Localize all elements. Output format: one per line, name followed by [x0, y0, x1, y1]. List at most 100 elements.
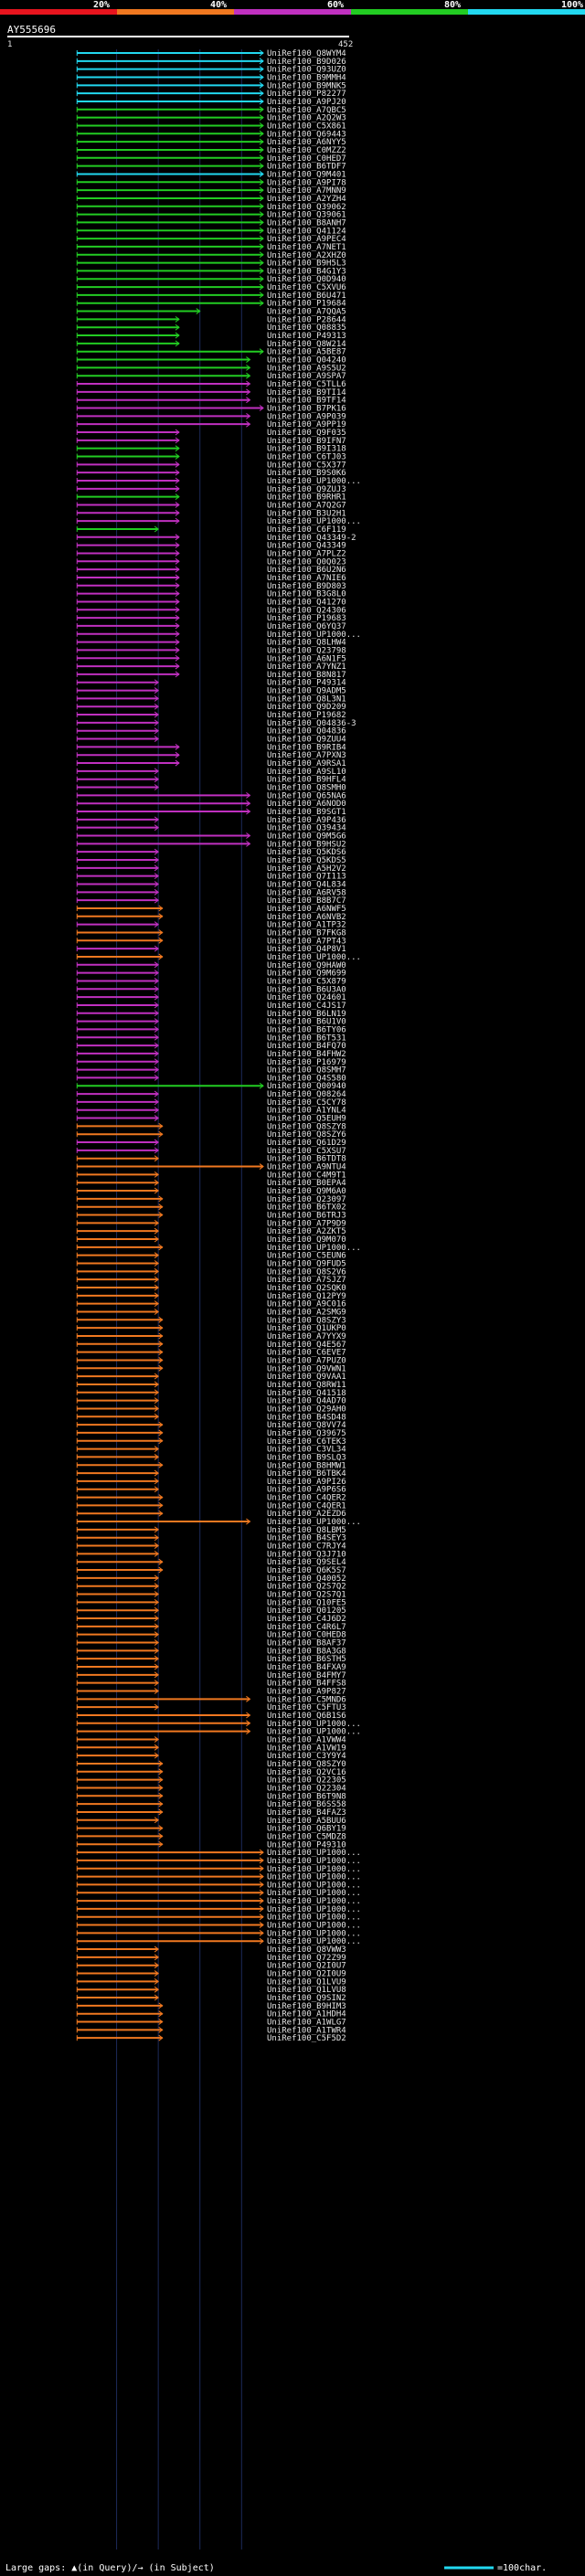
hit-end-arrow	[154, 1405, 159, 1412]
hit-label: UniRef100_B6U3A0	[267, 985, 346, 994]
hit-label: UniRef100_UP1000...	[267, 1929, 361, 1938]
hit-label: UniRef100_B7FKG8	[267, 928, 346, 938]
hit-row: UniRef100_B6TDT8	[76, 1155, 346, 1164]
hit-row: UniRef100_B9RHR1	[76, 493, 346, 503]
hit-row: UniRef100_P49314	[76, 679, 346, 688]
hit-end-arrow	[259, 49, 264, 57]
hit-end-arrow	[158, 1122, 164, 1129]
hit-row: UniRef100_A9PEC4	[76, 235, 346, 244]
hit-label: UniRef100_Q08835	[267, 323, 346, 333]
hit-label: UniRef100_C5F5D2	[267, 2034, 346, 2043]
hit-row: UniRef100_A7QBC5	[76, 106, 346, 115]
hit-label: UniRef100_A1HDH4	[267, 2010, 346, 2019]
hit-row: UniRef100_A5H2V2	[76, 864, 346, 874]
hit-end-arrow	[259, 1929, 264, 1936]
hit-end-arrow	[259, 348, 264, 355]
hit-row: UniRef100_UP1000...	[76, 1873, 361, 1882]
hit-end-arrow	[158, 2010, 164, 2018]
hit-row: UniRef100_Q9M401	[76, 170, 346, 179]
hit-end-arrow	[259, 1163, 264, 1170]
hit-row: UniRef100_B9IFN7	[76, 437, 346, 446]
hit-row: UniRef100_A9PJ20	[76, 98, 346, 107]
hit-end-arrow	[158, 1840, 164, 1848]
hit-row: UniRef100_B6T9N8	[76, 1792, 346, 1801]
hit-end-arrow	[154, 1526, 159, 1533]
hit-label: UniRef100_C5EUN6	[267, 1252, 346, 1261]
hit-row: UniRef100_A5BUU6	[76, 1817, 346, 1826]
hit-end-arrow	[246, 1518, 251, 1525]
hit-row: UniRef100_P49313	[76, 332, 346, 341]
hit-end-arrow	[154, 1574, 159, 1582]
hit-end-arrow	[175, 445, 180, 452]
hit-label: UniRef100_A1TP32	[267, 921, 346, 930]
hit-label: UniRef100_B6STH5	[267, 1655, 346, 1664]
hit-row: UniRef100_UP1000...	[76, 1889, 361, 1898]
hit-label: UniRef100_Q9ZUJ3	[267, 485, 346, 494]
hit-label: UniRef100_Q04240	[267, 356, 346, 366]
hit-label: UniRef100_UP1000...	[267, 1518, 361, 1527]
hit-label: UniRef100_Q24601	[267, 993, 346, 1002]
hit-label: UniRef100_C6F119	[267, 525, 346, 535]
hit-end-arrow	[154, 695, 159, 702]
hit-label: UniRef100_C5XSU7	[267, 1147, 346, 1156]
hit-end-arrow	[154, 1155, 159, 1162]
scale-label: 60%	[327, 0, 344, 10]
hit-row: UniRef100_Q10FE5	[76, 1598, 346, 1607]
hit-end-arrow	[259, 146, 264, 154]
hit-row: UniRef100_P19684	[76, 300, 346, 309]
hit-label: UniRef100_C4QER1	[267, 1501, 346, 1511]
identity-color-scale	[0, 9, 585, 15]
hit-row: UniRef100_P28644	[76, 315, 346, 324]
hit-label: UniRef100_C5X377	[267, 461, 346, 470]
hit-row: UniRef100_Q5KDS5	[76, 856, 346, 865]
hit-end-arrow	[175, 542, 180, 549]
hit-label: UniRef100_Q10FE5	[267, 1598, 346, 1607]
hit-end-arrow	[158, 929, 164, 936]
hit-label: UniRef100_Q4L834	[267, 880, 346, 889]
hit-row: UniRef100_B9H5L3	[76, 260, 346, 269]
hit-row: UniRef100_UP1000...	[76, 1937, 361, 1946]
hit-end-arrow	[259, 260, 264, 266]
hit-row: UniRef100_Q00940	[76, 1082, 346, 1091]
hit-row: UniRef100_B7PK16	[76, 405, 346, 414]
hit-end-arrow	[175, 340, 180, 347]
hit-label: UniRef100_B4FQ70	[267, 1042, 346, 1051]
hit-label: UniRef100_Q41124	[267, 227, 346, 236]
hit-end-arrow	[154, 1235, 159, 1243]
hit-end-arrow	[259, 243, 264, 250]
hit-end-arrow	[154, 1606, 159, 1614]
hit-label: UniRef100_B6TDT8	[267, 1155, 346, 1164]
hit-row: UniRef100_Q41124	[76, 227, 346, 236]
hit-end-arrow	[154, 1284, 159, 1291]
hit-end-arrow	[154, 1090, 159, 1097]
hit-row: UniRef100_UP1000...	[76, 1518, 361, 1527]
hit-label: UniRef100_Q93UZ0	[267, 66, 346, 75]
hit-end-arrow	[175, 606, 180, 613]
hit-row: UniRef100_B4FHW2	[76, 1050, 346, 1059]
hit-label: UniRef100_B9SGT1	[267, 808, 346, 817]
hit-end-arrow	[154, 1703, 159, 1711]
hit-end-arrow	[154, 1309, 159, 1315]
hit-end-arrow	[154, 703, 159, 710]
hit-row: UniRef100_P49310	[76, 1840, 346, 1850]
hit-row: UniRef100_B6U1V0	[76, 1018, 346, 1027]
hit-row: UniRef100_C3Y9Y4	[76, 1752, 346, 1761]
hit-end-arrow	[158, 1195, 164, 1203]
hit-end-arrow	[154, 1945, 159, 1953]
hit-label: UniRef100_B3G8L0	[267, 590, 346, 599]
hit-end-arrow	[154, 1534, 159, 1542]
hit-label: UniRef100_P19683	[267, 614, 346, 623]
hit-label: UniRef100_A7PT43	[267, 937, 346, 946]
hit-end-arrow	[259, 1082, 264, 1089]
hit-row: UniRef100_C6EVE7	[76, 1349, 346, 1358]
hit-label: UniRef100_A9SPA7	[267, 372, 346, 381]
hit-label: UniRef100_Q72Z99	[267, 1954, 346, 1963]
hit-end-arrow	[259, 1922, 264, 1928]
hit-end-arrow	[259, 1905, 264, 1913]
hit-end-arrow	[154, 1598, 159, 1606]
hit-row: UniRef100_B9TI14	[76, 388, 346, 398]
hit-label: UniRef100_Q5EUH9	[267, 1115, 346, 1124]
hit-label: UniRef100_A9PI26	[267, 1478, 346, 1487]
hit-label: UniRef100_C3VL34	[267, 1446, 346, 1455]
hit-end-arrow	[154, 1977, 159, 1985]
